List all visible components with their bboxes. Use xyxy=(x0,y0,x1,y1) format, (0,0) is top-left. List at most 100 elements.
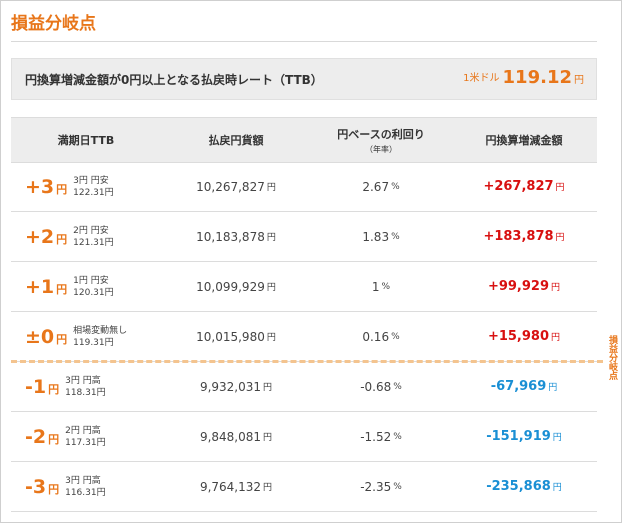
rate-diff-note-line1: 1円 円安 xyxy=(73,275,109,286)
rate-diff-note: 2円 円安 121.31円 xyxy=(73,225,114,249)
yen-change-cell: +99,929 円 xyxy=(451,262,597,311)
yen-change-unit: 円 xyxy=(548,383,558,393)
header-yen-yield: 円ベースの利回り （年率） xyxy=(311,118,451,162)
rate-diff-cell: +3 円 3円 円安 122.31円 xyxy=(25,162,175,211)
table-row: -1 円 3円 円高 118.31円 9,932,031 円 -0.68% -67,969 円 xyxy=(11,362,597,412)
rate-diff-note: 2円 円高 117.31円 xyxy=(65,425,106,449)
breakeven-rate-box: 円換算増減金額が0円以上となる払戻時レート（TTB） 1米ドル 119.12 円 xyxy=(11,58,597,100)
yen-yield-cell: -0.68% xyxy=(311,362,451,411)
rate-diff-value: +2 xyxy=(25,225,55,248)
rate-diff-note-line1: 2円 円安 xyxy=(73,225,109,236)
table-row: +2 円 2円 円安 121.31円 10,183,878 円 1.83% +183,878 円 xyxy=(11,212,597,262)
yen-yield: 1.83 xyxy=(362,229,390,244)
payout-amount: 10,099,929 xyxy=(196,279,265,294)
rate-diff-note-line2: 120.31円 xyxy=(73,287,114,298)
title-divider xyxy=(11,41,597,42)
rate-diff-note-line1: 相場変動無し xyxy=(73,325,128,336)
table-row: +1 円 1円 円安 120.31円 10,099,929 円 1% +99,929 円 xyxy=(11,262,597,312)
yen-yield-unit: % xyxy=(391,331,400,342)
header-maturity-ttb-label: 満期日TTB xyxy=(57,134,115,147)
rate-diff: +3 円 xyxy=(25,176,67,198)
breakeven-rate-value: 119.12 xyxy=(502,67,572,88)
rate-diff-cell: +2 円 2円 円安 121.31円 xyxy=(25,212,175,261)
yen-change: +99,929 xyxy=(487,279,550,294)
yen-yield-unit: % xyxy=(393,431,402,442)
yen-change-cell: -235,868 円 xyxy=(451,462,597,511)
breakeven-divider-line xyxy=(11,360,603,363)
payout-amount-unit: 円 xyxy=(266,233,276,243)
yen-yield-cell: 2.67% xyxy=(311,162,451,211)
rate-diff-note-line2: 122.31円 xyxy=(73,187,114,198)
rate-diff-cell: +1 円 1円 円安 120.31円 xyxy=(25,262,175,311)
rate-diff-note: 3円 円安 122.31円 xyxy=(73,175,114,199)
yen-yield-unit: % xyxy=(391,231,400,242)
rate-diff-cell: -2 円 2円 円高 117.31円 xyxy=(25,412,175,461)
table-row: +3 円 3円 円安 122.31円 10,267,827 円 2.67% +267,827 円 xyxy=(11,162,597,212)
rate-diff-note-line2: 119.31円 xyxy=(73,337,114,348)
breakeven-rate-value-group: 1米ドル 119.12 円 xyxy=(463,67,584,88)
payout-amount-cell: 10,183,878 円 xyxy=(161,212,311,261)
rate-diff-unit: 円 xyxy=(56,232,68,246)
payout-amount-cell: 9,848,081 円 xyxy=(161,412,311,461)
yen-yield: -0.68 xyxy=(360,379,392,394)
rate-unit-prefix: 1米ドル xyxy=(463,73,500,84)
table-row: ±0 円相場変動無し 119.31円 10,015,980 円 0.16% +15,980 円 xyxy=(11,312,597,362)
payout-amount: 9,764,132 xyxy=(199,479,262,494)
yen-change: +15,980 xyxy=(487,329,550,344)
yen-change: +267,827 xyxy=(483,179,554,194)
yen-yield: 1 xyxy=(371,279,380,294)
rate-diff: -3 円 xyxy=(25,476,59,498)
rate-diff-note-line1: 3円 円高 xyxy=(65,475,101,486)
rate-unit: 円 xyxy=(574,75,584,86)
rate-diff: -1 円 xyxy=(25,376,59,398)
payout-amount-cell: 10,099,929 円 xyxy=(161,262,311,311)
breakeven-side-label: 損益分岐点 xyxy=(607,335,617,380)
yen-change-unit: 円 xyxy=(551,333,561,343)
payout-amount-unit: 円 xyxy=(263,383,273,393)
yen-change-cell: +15,980 円 xyxy=(451,312,597,361)
payout-amount-cell: 10,015,980 円 xyxy=(161,312,311,361)
table-header: 満期日TTB 払戻円貨額 円ベースの利回り （年率） 円換算増減金額 xyxy=(11,117,597,163)
header-yen-yield-sub: （年率） xyxy=(365,144,397,154)
payout-amount: 10,183,878 xyxy=(196,229,265,244)
rate-diff-value: -1 xyxy=(25,375,47,398)
rate-diff-unit: 円 xyxy=(56,332,68,346)
yen-change-unit: 円 xyxy=(552,433,562,443)
rate-diff-unit: 円 xyxy=(48,432,60,446)
yen-change-cell: -151,919 円 xyxy=(451,412,597,461)
payout-amount-cell: 9,932,031 円 xyxy=(161,362,311,411)
payout-amount-unit: 円 xyxy=(263,433,273,443)
yen-yield-unit: % xyxy=(393,381,402,392)
payout-amount-unit: 円 xyxy=(266,283,276,293)
rate-diff-unit: 円 xyxy=(48,482,60,496)
rate-diff-note-line2: 121.31円 xyxy=(73,237,114,248)
rate-diff-unit: 円 xyxy=(56,182,68,196)
rate-diff: +2 円 xyxy=(25,226,67,248)
yen-yield-cell: 1.83% xyxy=(311,212,451,261)
rate-diff-value: ±0 xyxy=(25,325,55,348)
rate-diff-note: 1円 円安 120.31円 xyxy=(73,275,114,299)
rate-diff-note-line2: 116.31円 xyxy=(65,487,106,498)
page-title: 損益分岐点 xyxy=(11,14,96,34)
rate-diff-unit: 円 xyxy=(56,282,68,296)
yen-yield: 2.67 xyxy=(362,179,390,194)
payout-amount: 10,267,827 xyxy=(196,179,265,194)
rate-diff-cell: ±0 円相場変動無し 119.31円 xyxy=(25,312,175,361)
table-row: -3 円 3円 円高 116.31円 9,764,132 円 -2.35% -235,868 円 xyxy=(11,462,597,512)
yen-yield: -1.52 xyxy=(360,429,392,444)
payout-amount: 10,015,980 xyxy=(196,329,265,344)
rate-diff-note: 3円 円高 118.31円 xyxy=(65,375,106,399)
yen-yield-unit: % xyxy=(391,181,400,192)
yen-change: -151,919 xyxy=(486,429,551,444)
payout-amount: 9,932,031 xyxy=(199,379,262,394)
yen-change-unit: 円 xyxy=(551,283,561,293)
breakeven-table: 満期日TTB 払戻円貨額 円ベースの利回り （年率） 円換算増減金額 +3 円 3円… xyxy=(11,117,597,512)
rate-diff-note: 3円 円高 116.31円 xyxy=(65,475,106,499)
table-row: -2 円 2円 円高 117.31円 9,848,081 円 -1.52% -151,919 円 xyxy=(11,412,597,462)
rate-diff-value: -2 xyxy=(25,425,47,448)
rate-diff-note-line1: 2円 円高 xyxy=(65,425,101,436)
yen-change-cell: +183,878 円 xyxy=(451,212,597,261)
yen-change-unit: 円 xyxy=(555,183,565,193)
rate-diff-note-line1: 3円 円高 xyxy=(65,375,101,386)
rate-diff-note: 相場変動無し 119.31円 xyxy=(73,325,127,349)
